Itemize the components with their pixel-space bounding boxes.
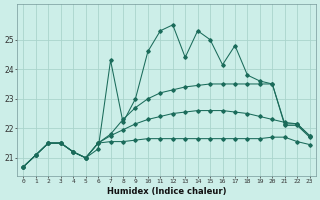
X-axis label: Humidex (Indice chaleur): Humidex (Indice chaleur) [107, 187, 226, 196]
